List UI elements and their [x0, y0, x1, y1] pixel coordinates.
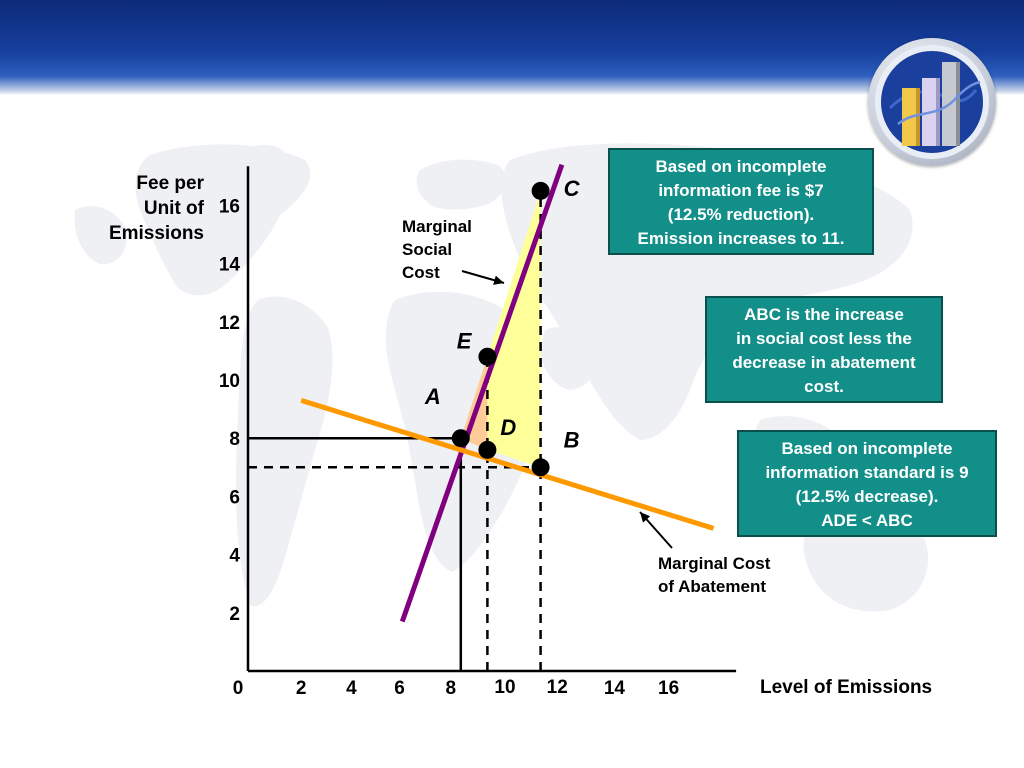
- x-tick-label: 8: [446, 678, 457, 699]
- note-standard: Based on incomplete information standard…: [737, 430, 997, 537]
- bar-chart-globe-icon: [868, 38, 996, 166]
- point-label-c: C: [564, 176, 581, 201]
- shaded-region-aed: [460, 356, 488, 450]
- point-label-e: E: [457, 329, 473, 354]
- note-abc: ABC is the increase in social cost less …: [705, 296, 943, 403]
- note-line: in social cost less the: [736, 329, 912, 348]
- mca-pointer-arrow-head: [640, 512, 651, 523]
- x-tick-label: 6: [394, 678, 405, 699]
- msc-label-line: Marginal: [402, 217, 472, 236]
- note-line: ADE < ABC: [821, 511, 913, 530]
- y-axis-title-line: Emissions: [108, 223, 204, 244]
- note-fee: Based on incomplete information fee is $…: [608, 148, 874, 255]
- y-axis-title-line: Fee per: [136, 173, 204, 194]
- point-c: [531, 181, 550, 200]
- note-line: ABC is the increase: [744, 305, 904, 324]
- note-line: (12.5% reduction).: [667, 205, 815, 224]
- y-tick-label: 14: [219, 255, 241, 276]
- msc-line: [399, 163, 565, 623]
- header-bar: [0, 0, 1024, 95]
- note-line: information fee is $7: [658, 181, 824, 200]
- y-tick-label: 16: [219, 196, 240, 217]
- x-tick-label: 0: [233, 678, 244, 699]
- x-tick-label: 12: [547, 677, 568, 698]
- note-line: Emission increases to 11.: [637, 229, 845, 248]
- x-tick-label: 14: [604, 678, 626, 699]
- x-tick-label: 4: [346, 678, 357, 699]
- note-line: cost.: [804, 377, 844, 396]
- y-tick-label: 10: [219, 371, 240, 392]
- msc-label: Marginal Social Cost: [402, 215, 472, 284]
- note-line: Based on incomplete: [655, 157, 827, 176]
- y-axis-title: Fee per Unit of Emissions: [70, 171, 204, 246]
- msc-pointer-arrow-head: [493, 275, 504, 285]
- y-tick-label: 8: [229, 429, 240, 450]
- mca-label-line: of Abatement: [658, 577, 766, 596]
- x-tick-label: 2: [296, 678, 307, 699]
- point-a: [451, 429, 470, 448]
- msc-label-line: Social: [402, 240, 453, 259]
- point-label-b: B: [564, 427, 580, 452]
- note-line: (12.5% decrease).: [795, 487, 939, 506]
- msc-label-line: Cost: [402, 263, 440, 282]
- point-label-a: A: [424, 384, 441, 409]
- y-tick-label: 6: [229, 487, 240, 508]
- y-axis-title-line: Unit of: [143, 198, 204, 219]
- note-line: Based on incomplete: [781, 439, 953, 458]
- point-d: [478, 440, 497, 459]
- mca-label-line: Marginal Cost: [658, 554, 771, 573]
- x-axis-title: Level of Emissions: [760, 677, 933, 698]
- note-line: decrease in abatement: [732, 353, 916, 372]
- mca-label: Marginal Cost of Abatement: [658, 552, 770, 598]
- x-tick-label: 10: [494, 677, 515, 698]
- mca-line: [300, 397, 715, 531]
- point-b: [531, 458, 550, 477]
- y-tick-label: 4: [229, 546, 240, 567]
- x-tick-label: 16: [658, 678, 679, 699]
- point-label-d: D: [500, 415, 516, 440]
- note-line: information standard is 9: [765, 463, 969, 482]
- y-tick-label: 2: [229, 604, 240, 625]
- y-tick-label: 12: [219, 313, 240, 334]
- point-e: [478, 347, 497, 366]
